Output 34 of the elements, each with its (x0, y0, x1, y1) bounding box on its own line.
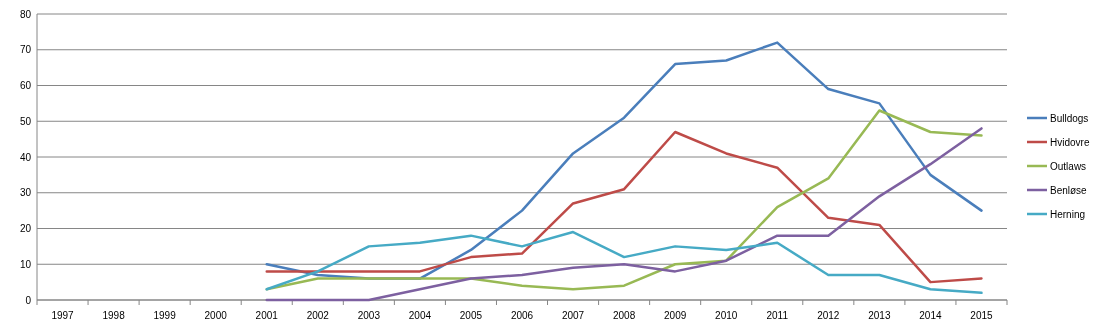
x-tick-label: 2012 (817, 310, 840, 321)
y-tick-label: 70 (19, 44, 32, 56)
x-tick-label: 2013 (868, 310, 891, 321)
x-tick-label: 1998 (102, 310, 126, 321)
y-tick-label: 10 (19, 258, 32, 270)
x-tick-label: 2000 (204, 310, 228, 321)
y-tick-label: 60 (19, 80, 32, 91)
y-tick-label: 50 (19, 115, 32, 127)
x-tick-label: 2002 (306, 310, 330, 321)
y-tick-label: 0 (25, 294, 32, 306)
x-tick-label: 2006 (510, 310, 534, 321)
y-tick-label: 20 (19, 223, 32, 234)
x-tick-label: 2005 (459, 310, 483, 321)
legend-label: Hvidovre (1050, 136, 1090, 148)
x-tick-label: 2014 (919, 310, 942, 321)
legend-label: Bulldogs (1050, 112, 1089, 124)
y-tick-label: 40 (19, 151, 32, 163)
x-tick-label: 2008 (612, 310, 636, 321)
x-tick-label: 1999 (153, 310, 177, 321)
legend-label: Herning (1050, 208, 1086, 220)
y-tick-label: 30 (19, 187, 32, 199)
x-tick-label: 2011 (766, 310, 789, 321)
x-tick-label: 1997 (51, 310, 75, 321)
x-tick-label: 2004 (408, 310, 432, 321)
x-tick-label: 2009 (664, 310, 687, 321)
x-tick-label: 2010 (715, 310, 738, 321)
line-series (265, 230, 983, 295)
x-tick-label: 2015 (970, 310, 994, 321)
legend-label: Benløse (1050, 184, 1088, 196)
x-tick-label: 2001 (255, 310, 279, 321)
y-tick-label: 80 (19, 8, 32, 20)
legend-label: Outlaws (1050, 160, 1087, 172)
x-tick-label: 2003 (357, 310, 381, 321)
x-tick-label: 2007 (561, 310, 585, 321)
